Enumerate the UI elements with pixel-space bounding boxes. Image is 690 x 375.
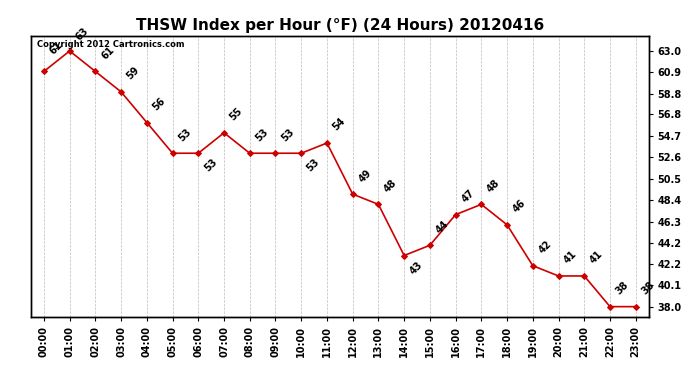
Text: 48: 48: [485, 177, 502, 194]
Text: 46: 46: [511, 198, 528, 214]
Text: 61: 61: [48, 39, 64, 56]
Text: 49: 49: [357, 167, 373, 184]
Text: Copyright 2012 Cartronics.com: Copyright 2012 Cartronics.com: [37, 40, 185, 49]
Title: THSW Index per Hour (°F) (24 Hours) 20120416: THSW Index per Hour (°F) (24 Hours) 2012…: [136, 18, 544, 33]
Text: 44: 44: [434, 219, 451, 235]
Text: 53: 53: [177, 126, 193, 143]
Text: 43: 43: [408, 260, 424, 276]
Text: 38: 38: [640, 280, 656, 296]
Text: 56: 56: [150, 96, 167, 112]
Text: 53: 53: [305, 157, 322, 174]
Text: 53: 53: [254, 126, 270, 143]
Text: 47: 47: [460, 188, 476, 204]
Text: 54: 54: [331, 116, 348, 133]
Text: 42: 42: [537, 239, 553, 255]
Text: 38: 38: [614, 280, 631, 296]
Text: 63: 63: [74, 26, 90, 43]
Text: 41: 41: [562, 249, 579, 266]
Text: 61: 61: [99, 45, 116, 61]
Text: 53: 53: [279, 126, 296, 143]
Text: 53: 53: [202, 157, 219, 174]
Text: 55: 55: [228, 106, 244, 123]
Text: 48: 48: [382, 177, 399, 194]
Text: 59: 59: [125, 65, 141, 82]
Text: 41: 41: [588, 249, 604, 266]
